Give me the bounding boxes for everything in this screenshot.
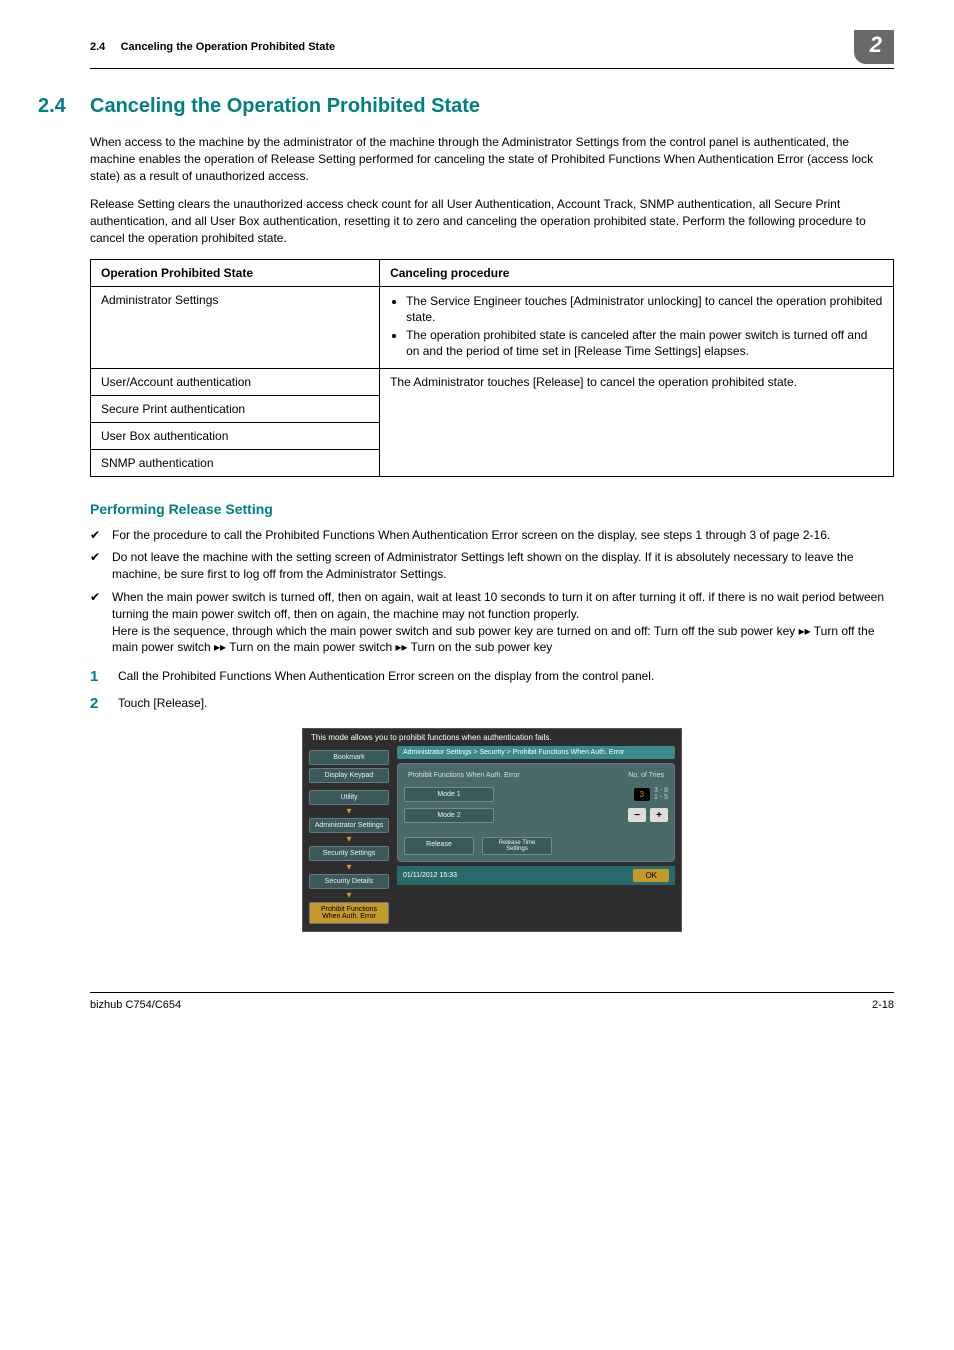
td-snmp: SNMP authentication <box>91 449 380 476</box>
prohibited-state-table: Operation Prohibited State Canceling pro… <box>90 259 894 477</box>
step-2: 2 Touch [Release]. <box>90 695 894 712</box>
tab-utility[interactable]: Utility <box>309 790 389 805</box>
section-number: 2.4 <box>38 95 90 118</box>
check-2: Do not leave the machine with the settin… <box>90 549 894 583</box>
td-admin-procedure: The Service Engineer touches [Administra… <box>380 286 894 368</box>
section-title: 2.4Canceling the Operation Prohibited St… <box>38 95 894 118</box>
check-3a: When the main power switch is turned off… <box>112 590 884 621</box>
check-list: For the procedure to call the Prohibited… <box>90 527 894 657</box>
tries-display: 3 3 - 8 1 - 5 <box>634 787 668 801</box>
step-2-text: Touch [Release]. <box>118 696 207 710</box>
step-list: 1 Call the Prohibited Functions When Auth… <box>90 668 894 712</box>
tab-admin[interactable]: Administrator Settings <box>309 818 389 833</box>
mode1-button[interactable]: Mode 1 <box>404 787 494 802</box>
header-section-name: Canceling the Operation Prohibited State <box>121 41 336 53</box>
chapter-badge: 2 <box>854 30 894 64</box>
td-admin-settings: Administrator Settings <box>91 286 380 368</box>
status-time: 01/11/2012 15:33 <box>403 872 457 879</box>
page-header: 2.4 Canceling the Operation Prohibited S… <box>90 30 894 69</box>
tab-bookmark[interactable]: Bookmark <box>309 750 389 765</box>
footer-left: bizhub C754/C654 <box>90 999 181 1011</box>
plus-minus: − + <box>628 808 668 822</box>
ss-breadcrumb: Administrator Settings > Security > Proh… <box>397 746 675 759</box>
ss-status-bar: 01/11/2012 15:33 OK <box>397 866 675 885</box>
header-left: 2.4 Canceling the Operation Prohibited S… <box>90 41 335 53</box>
panel-head-right: No. of Tries <box>624 770 668 781</box>
ss-panel: Prohibit Functions When Auth. Error No. … <box>397 763 675 862</box>
tab-prohibit[interactable]: Prohibit Functions When Auth. Error <box>309 902 389 924</box>
header-section-no: 2.4 <box>90 41 105 53</box>
th-procedure: Canceling procedure <box>380 259 894 286</box>
arrow-down-icon: ▾ <box>309 892 389 900</box>
page-footer: bizhub C754/C654 2-18 <box>90 992 894 1011</box>
admin-bullet-2: The operation prohibited state is cancel… <box>406 327 883 359</box>
ok-button[interactable]: OK <box>633 869 669 882</box>
ss-top-msg: This mode allows you to prohibit functio… <box>303 729 681 746</box>
step-num-1: 1 <box>90 666 98 687</box>
release-button[interactable]: Release <box>404 837 474 855</box>
subhead-release: Performing Release Setting <box>90 501 894 517</box>
tries-range: 3 - 8 1 - 5 <box>654 787 668 801</box>
ss-left-tabs: Bookmark Display Keypad Utility ▾ Admini… <box>303 746 393 931</box>
td-user-account: User/Account authentication <box>91 368 380 395</box>
arrow-down-icon: ▾ <box>309 864 389 872</box>
step-num-2: 2 <box>90 693 98 714</box>
tries-value: 3 <box>634 788 650 801</box>
footer-right: 2-18 <box>872 999 894 1011</box>
intro-p2: Release Setting clears the unauthorized … <box>90 196 894 246</box>
td-secure-print: Secure Print authentication <box>91 395 380 422</box>
tab-keypad[interactable]: Display Keypad <box>309 768 389 783</box>
minus-button[interactable]: − <box>628 808 646 822</box>
release-time-button[interactable]: Release Time Settings <box>482 837 552 855</box>
plus-button[interactable]: + <box>650 808 668 822</box>
admin-bullet-1: The Service Engineer touches [Administra… <box>406 293 883 325</box>
check-3b: Here is the sequence, through which the … <box>112 624 875 655</box>
panel-head-left: Prohibit Functions When Auth. Error <box>404 770 524 781</box>
arrow-down-icon: ▾ <box>309 808 389 816</box>
mode2-button[interactable]: Mode 2 <box>404 808 494 823</box>
panel-screenshot: This mode allows you to prohibit functio… <box>302 728 682 932</box>
check-1: For the procedure to call the Prohibited… <box>90 527 894 544</box>
td-release-procedure: The Administrator touches [Release] to c… <box>380 368 894 476</box>
check-3: When the main power switch is turned off… <box>90 589 894 656</box>
arrow-down-icon: ▾ <box>309 836 389 844</box>
step-1: 1 Call the Prohibited Functions When Auth… <box>90 668 894 685</box>
tab-security[interactable]: Security Settings <box>309 846 389 861</box>
td-user-box: User Box authentication <box>91 422 380 449</box>
section-title-text: Canceling the Operation Prohibited State <box>90 95 480 117</box>
th-state: Operation Prohibited State <box>91 259 380 286</box>
tab-secdetails[interactable]: Security Details <box>309 874 389 889</box>
intro-p1: When access to the machine by the admini… <box>90 134 894 184</box>
step-1-text: Call the Prohibited Functions When Authe… <box>118 669 654 683</box>
